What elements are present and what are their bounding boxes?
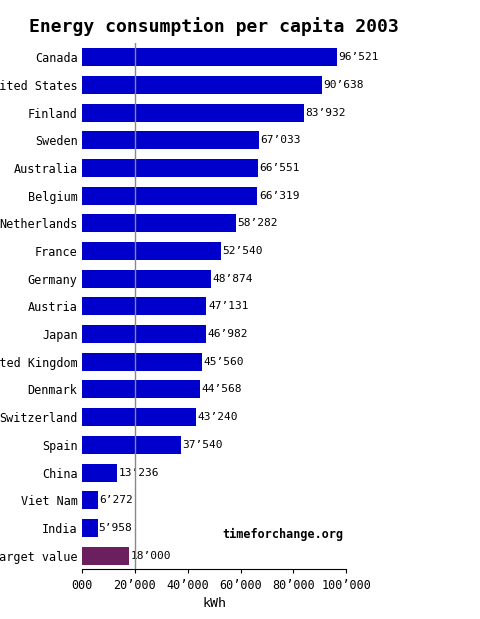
Bar [82,214,236,232]
Text: 37’540: 37’540 [182,440,223,450]
Bar [82,159,257,177]
Text: 96’521: 96’521 [338,52,378,62]
Text: 45’560: 45’560 [204,357,244,367]
Text: 48’874: 48’874 [212,274,252,284]
Bar [82,491,98,509]
Title: Energy consumption per capita 2003: Energy consumption per capita 2003 [29,17,398,37]
Text: 90’638: 90’638 [323,80,363,90]
Bar [82,353,202,371]
Text: 52’540: 52’540 [222,246,262,256]
Text: 46’982: 46’982 [207,329,248,339]
Text: 18’000: 18’000 [131,551,171,561]
Bar [82,408,196,426]
Bar [82,242,220,260]
Text: 66’319: 66’319 [258,191,299,201]
Text: 13’236: 13’236 [118,467,158,477]
Bar [82,464,117,482]
Bar [82,381,199,399]
Bar [82,519,97,537]
Bar [82,103,303,121]
Bar [82,436,180,454]
Bar [82,325,205,343]
Text: 43’240: 43’240 [197,412,238,422]
Text: 47’131: 47’131 [208,301,248,311]
Bar [82,187,257,205]
Text: 5’958: 5’958 [98,523,132,533]
Bar [82,297,206,316]
Text: 67’033: 67’033 [260,136,300,145]
Text: 66’551: 66’551 [259,163,300,173]
Text: 83’932: 83’932 [305,108,345,118]
Bar [82,270,211,288]
Text: 6’272: 6’272 [99,495,132,505]
Bar [82,131,259,149]
Text: timeforchange.org: timeforchange.org [222,527,343,540]
Text: 44’568: 44’568 [201,384,241,394]
X-axis label: kWh: kWh [202,597,226,610]
Text: 58’282: 58’282 [237,219,277,228]
Bar [82,547,129,565]
Bar [82,48,336,66]
Bar [82,76,321,94]
